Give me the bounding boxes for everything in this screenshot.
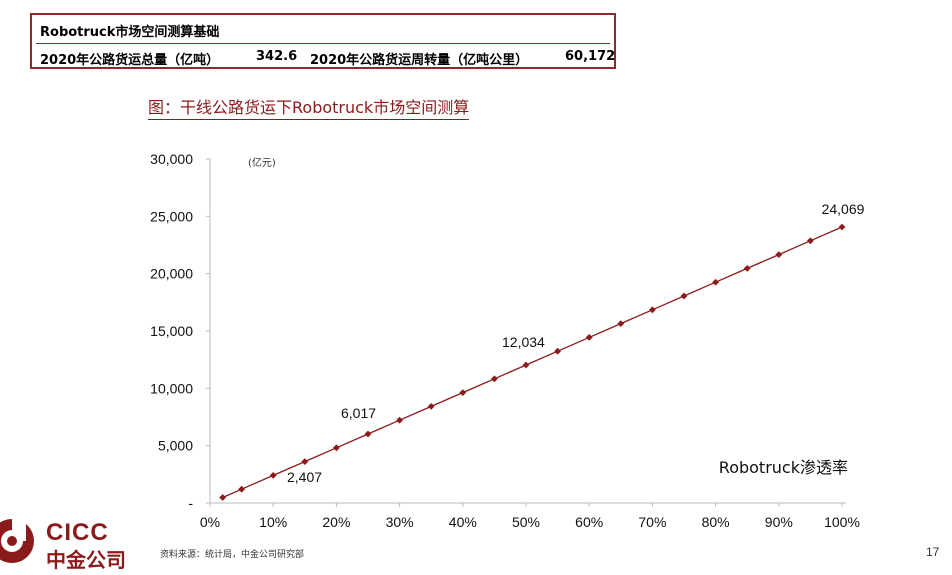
x-axis-label: Robotruck渗透率 (719, 458, 848, 477)
data-point-marker (649, 306, 656, 314)
data-point-marker (459, 389, 467, 396)
y-tick-label: 5,000 (158, 438, 193, 454)
page-number: 17 (926, 545, 940, 559)
data-label: 2,407 (287, 469, 322, 485)
data-point-marker (712, 278, 719, 286)
data-point-marker (219, 494, 227, 501)
y-unit-label: (亿元) (248, 156, 276, 169)
x-tick-label: 40% (449, 514, 477, 530)
x-tick-label: 0% (200, 514, 220, 530)
x-tick-label: 10% (259, 514, 287, 530)
data-point-marker (807, 237, 814, 245)
info-value-volume: 342.6 (256, 49, 298, 64)
x-tick-label: 60% (575, 514, 603, 530)
data-point-marker (333, 444, 340, 452)
info-label-turnover: 2020年公路货运周转量（亿吨公里） (310, 53, 529, 68)
info-divider (36, 43, 610, 44)
data-point-marker (838, 223, 846, 231)
data-point-marker (617, 320, 625, 327)
info-box: Robotruck市场空间测算基础 2020年公路货运总量（亿吨） 342.6 … (30, 13, 616, 69)
x-tick-label: 90% (765, 514, 793, 530)
data-point-marker (554, 347, 561, 355)
data-point-marker (364, 430, 372, 438)
logo-text-cicc: CICC (46, 519, 109, 546)
data-point-marker (585, 334, 593, 341)
cicc-logo-icon (0, 517, 34, 563)
y-tick-label: 15,000 (150, 323, 193, 339)
data-label: 6,017 (341, 405, 376, 421)
y-tick-label: 30,000 (150, 151, 193, 167)
x-tick-label: 70% (638, 514, 666, 530)
data-point-marker (396, 416, 403, 424)
data-point-marker (269, 472, 277, 479)
chart-title: 图：干线公路货运下Robotruck市场空间测算 (148, 94, 470, 120)
data-label: 12,034 (502, 334, 545, 350)
data-point-marker (775, 251, 783, 259)
logo-text-chinese: 中金公司 (46, 548, 126, 572)
info-heading: Robotruck市场空间测算基础 (40, 25, 220, 40)
x-tick-label: 50% (512, 514, 540, 530)
data-point-marker (522, 361, 530, 369)
data-point-marker (491, 375, 498, 383)
x-tick-label: 80% (702, 514, 730, 530)
x-tick-label: 20% (322, 514, 350, 530)
x-tick-label: 100% (824, 514, 860, 530)
y-tick-label: 25,000 (150, 208, 193, 224)
data-point-marker (301, 458, 309, 465)
data-point-marker (238, 485, 245, 493)
data-label: 24,069 (822, 201, 865, 217)
source-note: 资料来源：统计局，中金公司研究部 (160, 550, 305, 560)
y-tick-label: 10,000 (150, 380, 193, 396)
data-point-marker (680, 292, 688, 300)
data-point-marker (743, 265, 751, 272)
data-point-marker (427, 403, 435, 410)
info-label-volume: 2020年公路货运总量（亿吨） (40, 53, 220, 68)
x-tick-label: 30% (386, 514, 414, 530)
y-tick-label: - (188, 495, 193, 511)
info-value-turnover: 60,172 (565, 49, 616, 64)
y-tick-label: 20,000 (150, 266, 193, 282)
